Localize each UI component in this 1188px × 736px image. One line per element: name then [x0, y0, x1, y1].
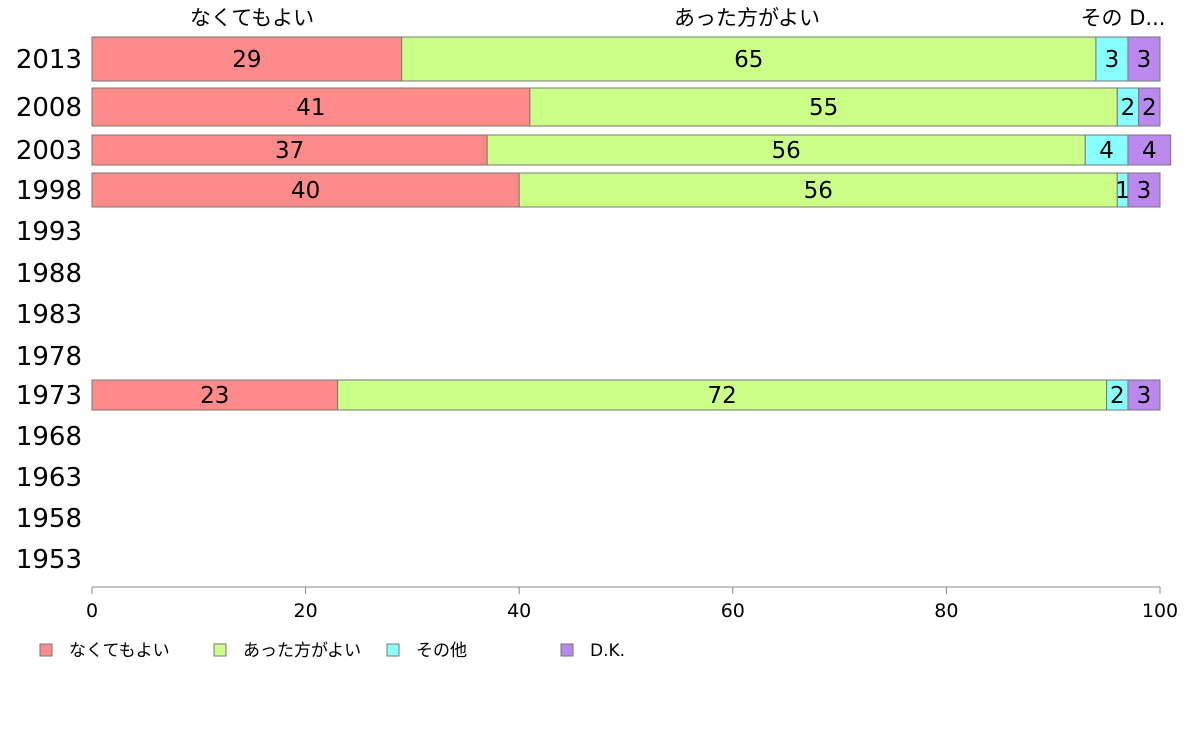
bar-value-label: 29 [232, 47, 261, 73]
year-label: 1958 [16, 504, 82, 534]
top-label: なくてもよい [190, 6, 314, 30]
bar-value-label: 4 [1142, 138, 1157, 164]
legend-label: その他 [416, 641, 467, 661]
legend-label: あった方がよい [243, 641, 361, 661]
x-tick-label: 40 [507, 600, 531, 622]
bar-segment [1127, 134, 1172, 166]
year-labels: 2013 2008 2003 1998 1993 1988 1983 1978 1973 1968… [16, 45, 82, 575]
year-label: 1993 [16, 217, 82, 247]
year-label: 1983 [16, 300, 82, 330]
bar-value-label: 23 [200, 383, 229, 409]
bar-segment [1127, 36, 1161, 82]
bar-segment [91, 172, 520, 208]
bar-segment [1138, 87, 1161, 127]
legend: なくてもよい あった方がよい その他 D.K. [39, 641, 625, 661]
year-label: 2013 [16, 45, 82, 75]
bar-segment [486, 134, 1086, 166]
year-label: 1998 [16, 176, 82, 206]
bar-segment [337, 379, 1108, 411]
bar-value-label: 2 [1110, 383, 1125, 409]
bar-segment [91, 36, 403, 82]
x-tick-label: 20 [294, 600, 318, 622]
bar-segment [1127, 172, 1161, 208]
bar-segment [518, 172, 1118, 208]
bar-value-label: 56 [804, 178, 833, 204]
x-tick-label: 100 [1142, 600, 1178, 622]
bar-segment [1127, 379, 1161, 411]
top-labels: なくてもよい あった方がよい その D... [190, 6, 1166, 30]
legend-label: D.K. [590, 641, 625, 661]
year-label: 1988 [16, 259, 82, 289]
year-label: 1973 [16, 381, 82, 411]
bar-value-label: 1 [1115, 178, 1130, 204]
x-axis: 0 20 40 60 80 100 [86, 586, 1178, 622]
x-tick-label: 0 [86, 600, 98, 622]
year-label: 2008 [16, 93, 82, 123]
x-tick-label: 80 [934, 600, 958, 622]
bar-value-label: 72 [707, 383, 736, 409]
legend-swatch [560, 643, 574, 657]
bar-segment [91, 87, 531, 127]
legend-swatch [386, 643, 400, 657]
bar-value-label: 37 [275, 138, 304, 164]
bar-value-label: 56 [772, 138, 801, 164]
year-label: 2003 [16, 136, 82, 166]
legend-swatch [213, 643, 227, 657]
year-label: 1968 [16, 422, 82, 452]
bar-value-label: 2 [1121, 95, 1136, 121]
bar-value-label: 3 [1137, 178, 1152, 204]
bar-value-label: 40 [291, 178, 320, 204]
bar-segment [529, 87, 1118, 127]
top-label: その D... [1081, 6, 1166, 30]
bar-segment [1095, 36, 1129, 82]
bar-segment [1084, 134, 1129, 166]
legend-label: なくてもよい [69, 641, 170, 661]
bar-value-label: 65 [734, 47, 763, 73]
legend-swatch [39, 643, 53, 657]
year-label: 1963 [16, 463, 82, 493]
bars: 29 65 3 341 55 2 237 56 4 440 56 1 323 72 2 3 [91, 36, 1172, 411]
year-label: 1953 [16, 545, 82, 575]
top-label: あった方がよい [674, 6, 820, 30]
x-tick-label: 60 [721, 600, 745, 622]
bar-value-label: 3 [1137, 47, 1152, 73]
bar-value-label: 4 [1099, 138, 1114, 164]
bar-value-label: 41 [296, 95, 325, 121]
year-label: 1978 [16, 342, 82, 372]
bar-segment [401, 36, 1097, 82]
bar-value-label: 55 [809, 95, 838, 121]
bar-value-label: 3 [1137, 383, 1152, 409]
bar-value-label: 2 [1142, 95, 1157, 121]
bar-segment [91, 134, 488, 166]
bar-segment [91, 379, 339, 411]
bar-value-label: 3 [1105, 47, 1120, 73]
